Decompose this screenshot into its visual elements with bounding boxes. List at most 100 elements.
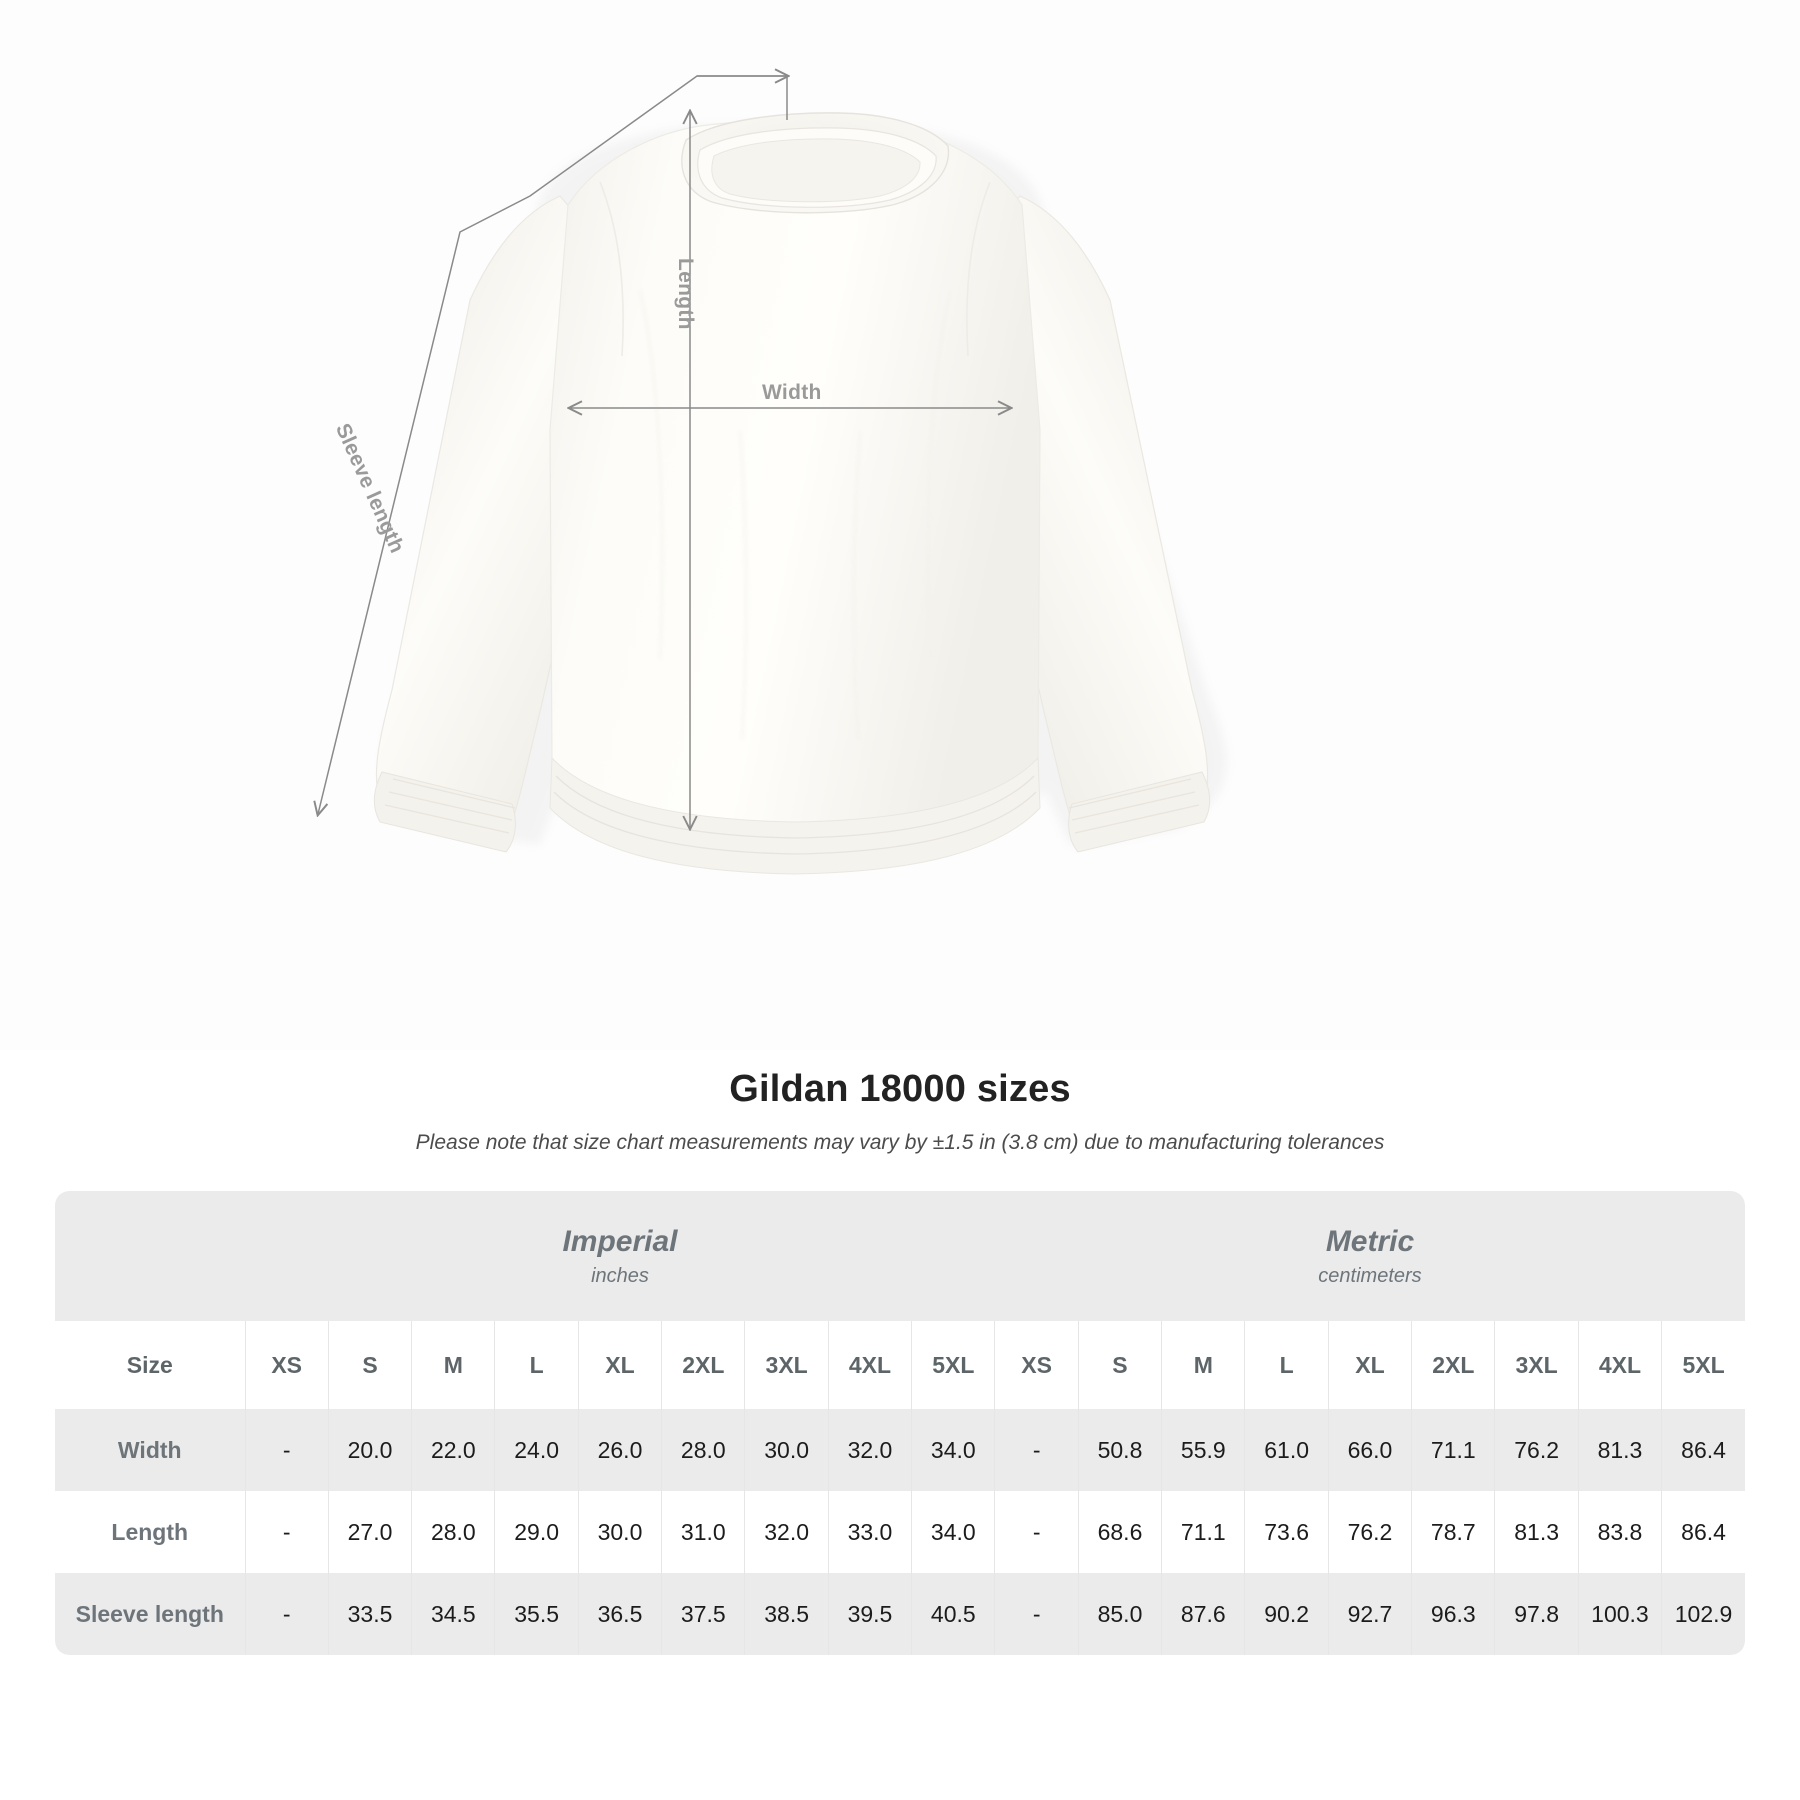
cell-sleeve-imperial-xs: - (244, 1573, 329, 1655)
size-header-imperial-4xl: 4XL (827, 1321, 912, 1409)
page-title: Gildan 18000 sizes (729, 1068, 1071, 1110)
size-header-metric-3xl: 3XL (1494, 1321, 1579, 1409)
size-table: Imperial inches Metric centimeters Size … (55, 1191, 1745, 1655)
cell-width-imperial-s: 20.0 (327, 1409, 412, 1491)
cell-length-metric-5xl: 86.4 (1661, 1491, 1745, 1573)
cell-sleeve-imperial-2xl: 37.5 (661, 1573, 745, 1655)
cell-width-imperial-xl: 26.0 (577, 1409, 662, 1491)
cell-sleeve-metric-l: 90.2 (1244, 1573, 1329, 1655)
size-header-metric-4xl: 4XL (1577, 1321, 1662, 1409)
cell-sleeve-metric-m: 87.6 (1161, 1573, 1245, 1655)
table-row: Width - 20.0 22.0 24.0 26.0 28.0 30.0 32… (55, 1409, 1745, 1491)
size-header-metric-s: S (1077, 1321, 1162, 1409)
cell-sleeve-metric-2xl: 96.3 (1411, 1573, 1495, 1655)
unit-header-spacer (55, 1191, 245, 1321)
row-label-width: Width (55, 1409, 245, 1491)
cell-length-imperial-4xl: 33.0 (827, 1491, 912, 1573)
cell-sleeve-imperial-s: 33.5 (327, 1573, 412, 1655)
size-header-imperial-l: L (494, 1321, 579, 1409)
metric-name: Metric (1325, 1224, 1415, 1258)
cell-length-imperial-3xl: 32.0 (744, 1491, 829, 1573)
cell-width-metric-xs: - (994, 1409, 1079, 1491)
cell-sleeve-metric-xl: 92.7 (1327, 1573, 1412, 1655)
cell-length-metric-4xl: 83.8 (1577, 1491, 1662, 1573)
size-header-metric-xs: XS (994, 1321, 1079, 1409)
cell-width-metric-xl: 66.0 (1327, 1409, 1412, 1491)
sleeve-length-leader (318, 76, 787, 814)
cell-width-imperial-xs: - (244, 1409, 329, 1491)
cell-length-metric-3xl: 81.3 (1494, 1491, 1579, 1573)
cell-sleeve-metric-3xl: 97.8 (1494, 1573, 1579, 1655)
cell-length-imperial-xl: 30.0 (577, 1491, 662, 1573)
size-header-imperial-s: S (327, 1321, 412, 1409)
cell-length-metric-m: 71.1 (1161, 1491, 1245, 1573)
cell-length-imperial-m: 28.0 (411, 1491, 495, 1573)
size-table-wrapper: Imperial inches Metric centimeters Size … (0, 1191, 1800, 1655)
row-label-length: Length (55, 1491, 245, 1573)
cell-width-imperial-3xl: 30.0 (744, 1409, 829, 1491)
size-header-label: Size (55, 1321, 245, 1409)
title-block: Gildan 18000 sizes Please note that size… (0, 1068, 1800, 1155)
garment-diagram: Length Width Sleeve length (0, 0, 1800, 1050)
size-header-imperial-5xl: 5XL (911, 1321, 995, 1409)
cell-length-imperial-2xl: 31.0 (661, 1491, 745, 1573)
sweatshirt-illustration (373, 112, 1227, 875)
unit-header-row: Imperial inches Metric centimeters (55, 1191, 1745, 1321)
cell-length-metric-2xl: 78.7 (1411, 1491, 1495, 1573)
cell-length-imperial-xs: - (244, 1491, 329, 1573)
size-header-imperial-xl: XL (577, 1321, 662, 1409)
tolerance-note: Please note that size chart measurements… (415, 1131, 1385, 1154)
length-label: Length (674, 258, 697, 330)
cell-width-imperial-4xl: 32.0 (827, 1409, 912, 1491)
table-row: Length - 27.0 28.0 29.0 30.0 31.0 32.0 3… (55, 1491, 1745, 1573)
size-header-imperial-3xl: 3XL (744, 1321, 829, 1409)
size-header-metric-xl: XL (1327, 1321, 1412, 1409)
cell-sleeve-imperial-5xl: 40.5 (911, 1573, 995, 1655)
cell-length-metric-s: 68.6 (1077, 1491, 1162, 1573)
unit-header-metric: Metric centimeters (994, 1191, 1745, 1321)
size-header-metric-l: L (1244, 1321, 1329, 1409)
cell-sleeve-metric-4xl: 100.3 (1577, 1573, 1662, 1655)
cell-sleeve-metric-s: 85.0 (1077, 1573, 1162, 1655)
size-header-imperial-m: M (411, 1321, 495, 1409)
size-header-imperial-2xl: 2XL (661, 1321, 745, 1409)
imperial-sub: inches (591, 1264, 649, 1287)
cell-length-metric-xs: - (994, 1491, 1079, 1573)
cell-sleeve-metric-5xl: 102.9 (1661, 1573, 1745, 1655)
cell-sleeve-imperial-m: 34.5 (411, 1573, 495, 1655)
metric-sub: centimeters (1318, 1264, 1422, 1287)
cell-length-imperial-l: 29.0 (494, 1491, 579, 1573)
cell-width-metric-5xl: 86.4 (1661, 1409, 1745, 1491)
cell-sleeve-imperial-3xl: 38.5 (744, 1573, 829, 1655)
cell-sleeve-imperial-l: 35.5 (494, 1573, 579, 1655)
size-header-metric-2xl: 2XL (1411, 1321, 1495, 1409)
cell-width-metric-m: 55.9 (1161, 1409, 1245, 1491)
unit-header-imperial: Imperial inches (245, 1191, 995, 1321)
measurement-annotations (0, 0, 1800, 1050)
cell-length-imperial-5xl: 34.0 (911, 1491, 995, 1573)
cell-length-metric-l: 73.6 (1244, 1491, 1329, 1573)
width-label: Width (762, 381, 822, 404)
cell-length-metric-xl: 76.2 (1327, 1491, 1412, 1573)
cell-sleeve-imperial-4xl: 39.5 (827, 1573, 912, 1655)
cell-width-metric-s: 50.8 (1077, 1409, 1162, 1491)
cell-width-metric-2xl: 71.1 (1411, 1409, 1495, 1491)
cell-width-metric-l: 61.0 (1244, 1409, 1329, 1491)
size-header-metric-m: M (1161, 1321, 1245, 1409)
table-row: Sleeve length - 33.5 34.5 35.5 36.5 37.5… (55, 1573, 1745, 1655)
cell-width-metric-3xl: 76.2 (1494, 1409, 1579, 1491)
cell-sleeve-imperial-xl: 36.5 (577, 1573, 662, 1655)
cell-sleeve-metric-xs: - (994, 1573, 1079, 1655)
cell-length-imperial-s: 27.0 (327, 1491, 412, 1573)
cell-width-imperial-2xl: 28.0 (661, 1409, 745, 1491)
imperial-name: Imperial (562, 1224, 678, 1258)
cell-width-imperial-l: 24.0 (494, 1409, 579, 1491)
row-label-sleeve-length: Sleeve length (55, 1573, 245, 1655)
cell-width-imperial-m: 22.0 (411, 1409, 495, 1491)
size-header-imperial-xs: XS (244, 1321, 329, 1409)
cell-width-metric-4xl: 81.3 (1577, 1409, 1662, 1491)
size-header-metric-5xl: 5XL (1661, 1321, 1745, 1409)
cell-width-imperial-5xl: 34.0 (911, 1409, 995, 1491)
size-header-row: Size XS S M L XL 2XL 3XL 4XL 5XL XS S M … (55, 1321, 1745, 1409)
